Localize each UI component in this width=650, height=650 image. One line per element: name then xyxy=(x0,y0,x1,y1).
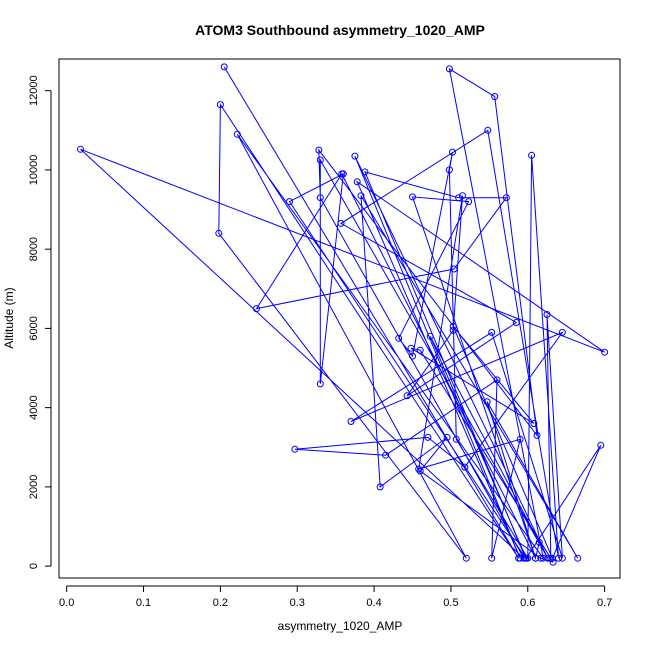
data-point xyxy=(337,219,345,227)
data-point xyxy=(491,93,499,101)
data-point xyxy=(403,392,411,400)
data-point xyxy=(558,554,566,562)
data-point xyxy=(597,441,605,449)
data-point xyxy=(338,170,346,178)
data-point xyxy=(443,433,451,441)
data-point xyxy=(455,194,463,202)
data-point xyxy=(416,467,424,475)
x-tick-label: 0.5 xyxy=(443,597,458,609)
data-point xyxy=(449,326,457,334)
x-tick-label: 0.1 xyxy=(136,597,151,609)
data-point xyxy=(316,380,324,388)
chart-title: ATOM3 Southbound asymmetry_1020_AMP xyxy=(195,22,485,38)
data-point xyxy=(450,265,458,273)
data-point xyxy=(549,558,557,566)
data-point xyxy=(415,465,423,473)
data-point xyxy=(449,148,456,156)
data-point xyxy=(216,101,224,109)
data-point xyxy=(376,483,384,491)
data-point xyxy=(407,344,415,352)
data-point xyxy=(532,554,539,562)
data-point xyxy=(361,168,369,176)
y-tick-label: 0 xyxy=(28,563,40,569)
x-tick-label: 0.6 xyxy=(520,597,535,609)
data-point xyxy=(357,192,365,200)
data-point xyxy=(445,166,453,174)
data-point xyxy=(488,328,496,336)
y-tick-label: 12000 xyxy=(28,75,40,106)
data-point xyxy=(544,554,552,562)
data-point xyxy=(535,538,543,546)
data-point xyxy=(493,376,501,384)
data-point xyxy=(409,352,416,360)
data-point xyxy=(558,328,566,336)
x-tick-label: 0.0 xyxy=(59,597,74,609)
data-point xyxy=(286,198,293,206)
y-axis-label: Altitude (m) xyxy=(2,287,16,348)
y-axis: 0 2000 4000 6000 8000 10000 12000 xyxy=(28,75,52,569)
series-layer xyxy=(77,63,609,566)
data-point xyxy=(537,554,545,562)
y-tick-label: 6000 xyxy=(28,316,40,340)
data-point xyxy=(233,130,241,138)
data-point xyxy=(353,178,361,186)
data-point xyxy=(574,554,582,562)
data-point xyxy=(449,322,457,330)
data-point xyxy=(424,433,432,441)
data-point xyxy=(445,65,453,73)
data-point xyxy=(462,554,470,562)
y-tick-label: 4000 xyxy=(28,395,40,419)
data-point xyxy=(382,451,390,459)
data-point xyxy=(426,332,434,340)
data-point xyxy=(548,554,556,562)
data-point xyxy=(459,192,466,200)
data-point xyxy=(539,554,547,562)
y-tick-label: 10000 xyxy=(28,155,40,186)
data-point xyxy=(516,435,524,443)
series-line xyxy=(80,66,605,563)
data-point xyxy=(522,554,530,562)
data-point xyxy=(530,420,538,427)
data-point xyxy=(409,193,416,201)
y-tick-label: 8000 xyxy=(28,237,40,261)
data-point xyxy=(77,145,84,153)
data-point xyxy=(351,152,359,160)
y-tick-label: 2000 xyxy=(28,475,40,499)
data-point xyxy=(502,194,510,202)
x-tick-label: 0.4 xyxy=(366,597,381,609)
data-point xyxy=(452,435,460,443)
data-point xyxy=(533,431,541,439)
data-point xyxy=(416,346,424,354)
data-point xyxy=(316,156,324,164)
data-point xyxy=(315,146,323,154)
data-point xyxy=(512,319,520,326)
data-point xyxy=(347,418,355,425)
plot-frame xyxy=(58,58,621,579)
data-point xyxy=(483,398,491,406)
data-point xyxy=(484,126,492,134)
x-axis: 0.0 0.1 0.2 0.3 0.4 0.5 0.6 0.7 xyxy=(59,585,612,609)
data-point xyxy=(215,229,223,237)
data-point xyxy=(488,554,496,562)
x-tick-label: 0.3 xyxy=(290,597,305,609)
data-point xyxy=(528,151,536,159)
x-tick-label: 0.2 xyxy=(213,597,228,609)
data-point xyxy=(465,198,473,206)
x-axis-label: asymmetry_1020_AMP xyxy=(278,619,403,633)
data-point xyxy=(543,311,551,318)
data-point xyxy=(601,348,609,356)
data-point xyxy=(291,445,299,453)
data-point xyxy=(220,63,228,71)
x-tick-label: 0.7 xyxy=(597,597,612,609)
data-point xyxy=(461,463,469,471)
data-point xyxy=(316,194,324,202)
data-point xyxy=(395,334,403,342)
data-point xyxy=(253,305,260,313)
